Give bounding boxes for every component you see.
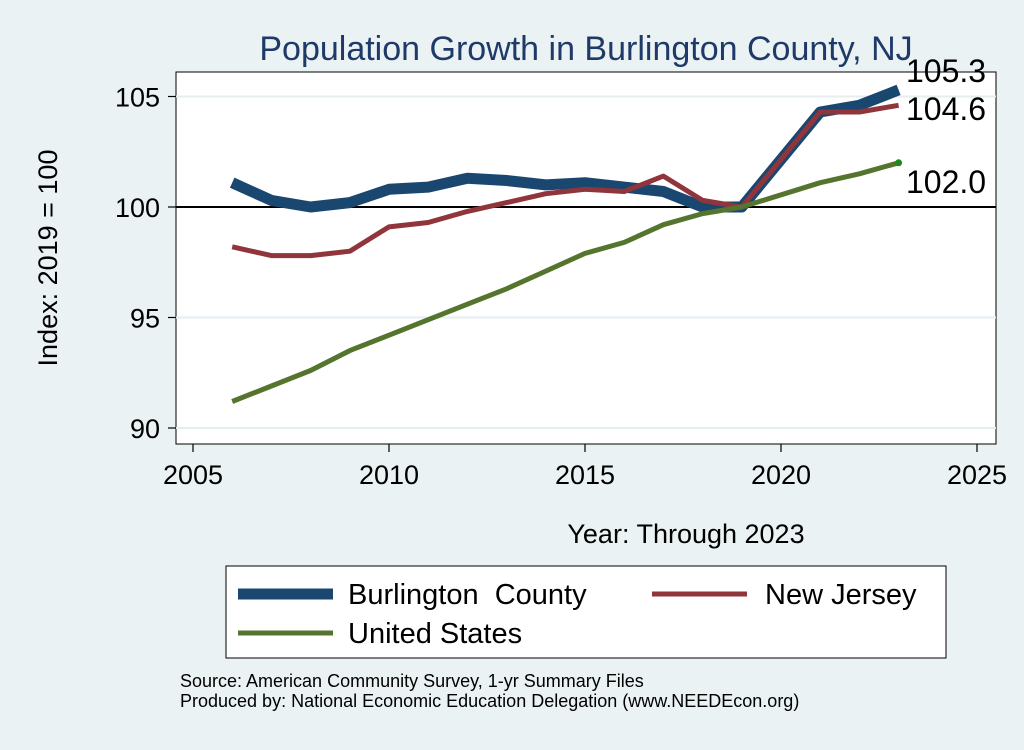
new-jersey-line <box>231 102 900 259</box>
x-tick-label: 2010 <box>359 460 419 490</box>
chart-title: Population Growth in Burlington County, … <box>259 30 912 68</box>
x-tick-label: 2020 <box>751 460 811 490</box>
legend-label: New Jersey <box>765 579 917 611</box>
united-states-line <box>231 160 900 404</box>
y-tick-label: 105 <box>115 83 160 113</box>
us-end-marker <box>895 159 903 167</box>
end-value-label: 104.6 <box>906 91 986 127</box>
x-tick-label: 2015 <box>555 460 615 490</box>
x-tick-label: 2005 <box>163 460 223 490</box>
legend-label: United States <box>348 618 522 650</box>
x-axis-title: Year: Through 2023 <box>567 519 804 549</box>
y-tick-label: 100 <box>115 193 160 223</box>
end-value-label: 102.0 <box>906 164 986 200</box>
source-note: Produced by: National Economic Education… <box>180 691 799 711</box>
x-tick-label: 2025 <box>947 460 1007 490</box>
y-axis-title: Index: 2019 = 100 <box>33 150 63 367</box>
y-tick-label: 90 <box>130 414 160 444</box>
end-value-label: 105.3 <box>906 53 986 89</box>
plot-area <box>175 71 997 445</box>
legend-label: Burlington County <box>348 579 587 611</box>
y-tick-label: 95 <box>130 304 160 334</box>
legend-box <box>225 565 947 659</box>
source-note: Source: American Community Survey, 1-yr … <box>180 671 644 691</box>
